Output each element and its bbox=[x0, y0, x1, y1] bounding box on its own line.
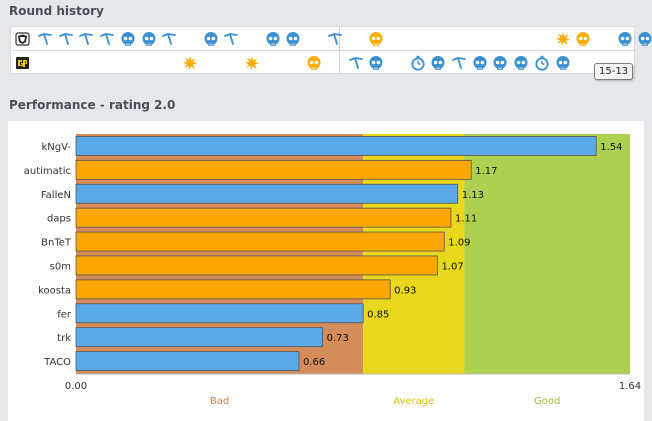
skull-icon bbox=[492, 55, 508, 71]
player-label: kNgV- bbox=[42, 142, 72, 153]
player-label: autimatic bbox=[24, 166, 71, 177]
ct-win-icon bbox=[451, 55, 467, 71]
skull-icon bbox=[285, 31, 301, 47]
ct-win-icon bbox=[58, 31, 74, 47]
value-label: 1.11 bbox=[455, 214, 477, 225]
stopwatch-icon bbox=[410, 55, 426, 71]
skull-icon bbox=[472, 55, 488, 71]
bar-FalleN bbox=[75, 183, 459, 204]
skull-gold-icon bbox=[368, 31, 384, 47]
value-label: 0.93 bbox=[394, 285, 416, 296]
skull-gold-icon bbox=[306, 55, 322, 71]
player-label: daps bbox=[47, 214, 71, 225]
explosion-icon bbox=[182, 55, 198, 71]
value-label: 1.17 bbox=[475, 166, 497, 177]
bar-trk bbox=[75, 327, 323, 348]
skull-icon bbox=[120, 31, 136, 47]
value-label: 0.66 bbox=[303, 357, 325, 368]
team-a-logo-icon bbox=[15, 32, 30, 46]
skull-icon bbox=[637, 31, 652, 47]
bar-fer bbox=[75, 303, 364, 324]
player-label: trk bbox=[57, 333, 71, 344]
ct-win-icon bbox=[223, 31, 239, 47]
value-label: 0.73 bbox=[327, 333, 349, 344]
skull-icon bbox=[430, 55, 446, 71]
ct-win-icon bbox=[161, 31, 177, 47]
ct-win-icon bbox=[99, 31, 115, 47]
bar-s0m bbox=[75, 255, 438, 276]
bar-TACO bbox=[75, 351, 300, 371]
explosion-icon bbox=[555, 31, 571, 47]
round-history-row-team-b bbox=[11, 51, 636, 75]
x-tick-max: 1.64 bbox=[619, 381, 641, 392]
band-label-bad: Bad bbox=[210, 396, 229, 407]
skull-icon bbox=[141, 31, 157, 47]
skull-icon bbox=[513, 55, 529, 71]
bar-kNgV- bbox=[75, 136, 597, 156]
round-history-row-team-a bbox=[11, 27, 636, 51]
player-label: fer bbox=[57, 309, 72, 320]
ct-win-icon bbox=[78, 31, 94, 47]
player-label: s0m bbox=[50, 261, 71, 272]
player-label: TACO bbox=[43, 357, 71, 368]
team-b-logo-icon bbox=[16, 57, 29, 69]
ct-win-icon bbox=[327, 31, 343, 47]
skull-icon bbox=[555, 55, 571, 71]
ct-win-icon bbox=[348, 55, 364, 71]
ct-win-icon bbox=[37, 31, 53, 47]
half-separator bbox=[339, 27, 340, 75]
bar-autimatic bbox=[75, 159, 472, 180]
band-label-average: Average bbox=[393, 396, 434, 407]
skull-icon bbox=[617, 31, 633, 47]
value-label: 1.13 bbox=[462, 190, 484, 201]
bar-BnTeT bbox=[75, 231, 445, 252]
round-history-panel bbox=[10, 26, 652, 75]
stopwatch-icon bbox=[534, 55, 550, 71]
player-label: BnTeT bbox=[41, 238, 72, 249]
value-label: 1.09 bbox=[448, 238, 470, 249]
performance-panel: Bad Average Good kNgV- 1.54 autimatic 1.17 Fall… bbox=[8, 121, 644, 421]
round-history-title: Round history bbox=[9, 4, 104, 18]
score-tooltip: 15-13 bbox=[594, 63, 634, 80]
skull-icon bbox=[203, 31, 219, 47]
bar-koosta bbox=[75, 279, 391, 300]
performance-title: Performance - rating 2.0 bbox=[9, 98, 176, 112]
band-label-good: Good bbox=[534, 396, 560, 407]
value-label: 1.54 bbox=[600, 142, 622, 153]
player-label: koosta bbox=[38, 285, 71, 296]
value-label: 0.85 bbox=[367, 309, 389, 320]
skull-icon bbox=[368, 55, 384, 71]
player-label: FalleN bbox=[41, 190, 71, 201]
value-label: 1.07 bbox=[441, 261, 463, 272]
performance-chart: Bad Average Good kNgV- 1.54 autimatic 1.17 Fall… bbox=[24, 134, 641, 407]
bar-daps bbox=[75, 207, 452, 228]
band-good bbox=[464, 134, 630, 374]
skull-icon bbox=[265, 31, 281, 47]
x-tick-min: 0.00 bbox=[65, 381, 87, 392]
skull-gold-icon bbox=[575, 31, 591, 47]
explosion-icon bbox=[244, 55, 260, 71]
